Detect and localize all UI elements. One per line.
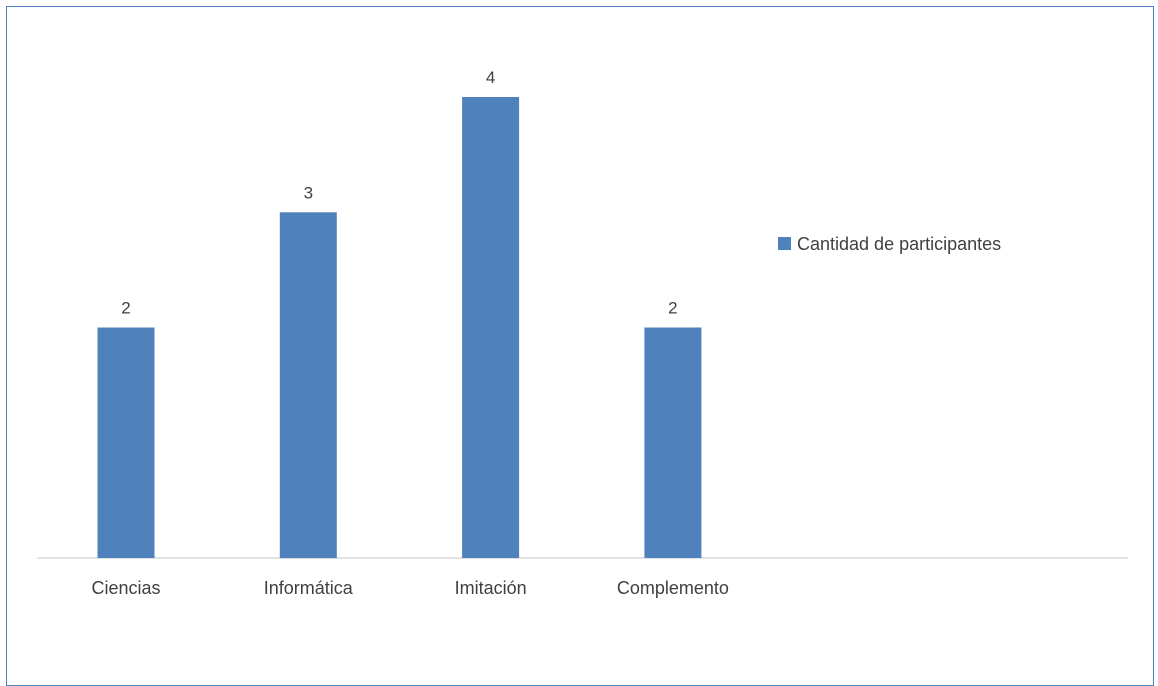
bars-layer [97,97,702,559]
category-label-2: Imitación [455,578,527,598]
legend-label: Cantidad de participantes [797,234,1001,254]
data-label-1: 3 [304,183,313,202]
bar-0 [97,327,155,558]
data-label-3: 2 [668,299,677,318]
data-label-0: 2 [121,299,130,318]
category-labels-layer: Ciencias Informática Imitación Complemento [91,578,728,598]
bar-2 [462,97,520,558]
chart-frame [6,6,1154,686]
category-label-3: Complemento [617,578,729,598]
category-label-0: Ciencias [91,578,160,598]
bar-3 [644,327,702,558]
category-label-1: Informática [264,578,354,598]
data-labels-layer: 2 3 4 2 [121,68,677,318]
bar-1 [279,212,337,559]
data-label-2: 4 [486,68,495,87]
legend: Cantidad de participantes [778,234,1001,254]
legend-swatch [778,237,791,250]
